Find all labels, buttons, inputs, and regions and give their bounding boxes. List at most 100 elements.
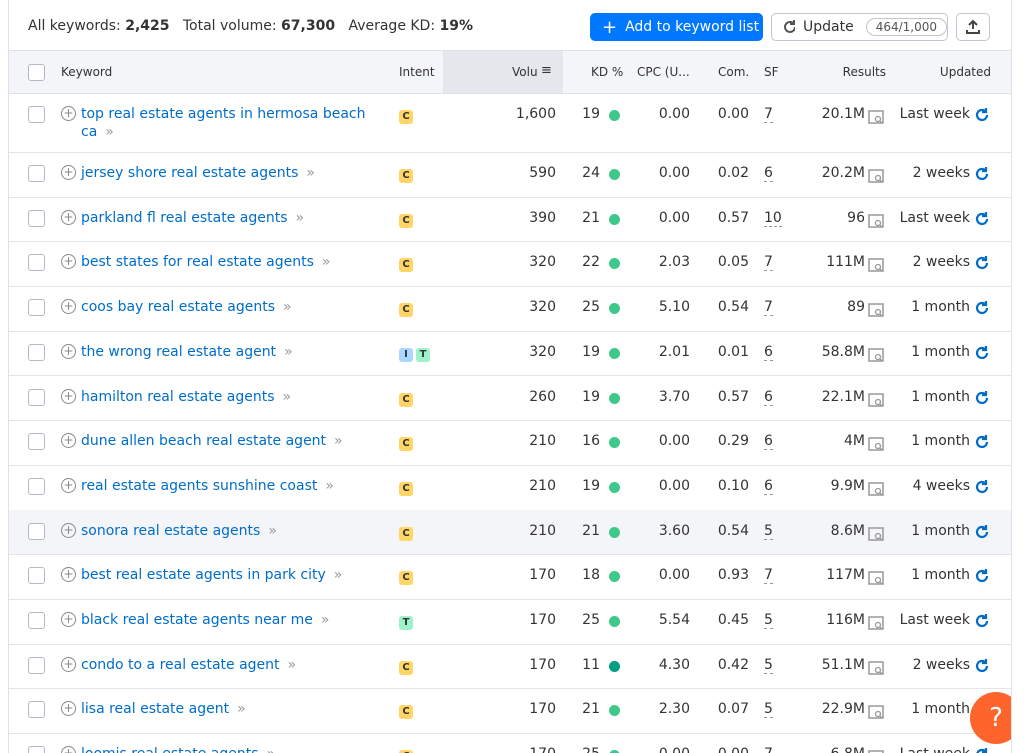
intent-badge: T <box>399 616 413 630</box>
refresh-icon[interactable] <box>974 255 990 275</box>
checkbox[interactable] <box>28 567 45 585</box>
keyword-link[interactable]: coos bay real estate agents <box>81 299 276 316</box>
keyword-link[interactable]: best states for real estate agents <box>81 254 314 271</box>
refresh-icon[interactable] <box>974 747 990 753</box>
checkbox[interactable] <box>28 165 45 182</box>
refresh-icon[interactable] <box>974 613 990 633</box>
column-header[interactable]: Com. <box>718 65 750 79</box>
checkbox[interactable] <box>28 746 45 753</box>
serp-icon[interactable] <box>868 704 885 723</box>
keyword-link[interactable]: loomis real estate agents <box>81 746 259 753</box>
column-header[interactable]: CPC (U... <box>637 65 690 79</box>
sf-count[interactable]: 7 <box>764 299 773 317</box>
refresh-icon[interactable] <box>974 107 990 127</box>
column-header[interactable]: Results <box>842 65 886 79</box>
kd: 24 <box>582 165 600 181</box>
column-header[interactable]: Updated <box>939 65 991 79</box>
export-button[interactable] <box>956 13 990 41</box>
serp-icon[interactable] <box>868 660 885 679</box>
add-icon: + <box>61 522 76 538</box>
checkbox[interactable] <box>28 106 45 123</box>
keyword-link[interactable]: sonora real estate agents <box>81 522 261 539</box>
refresh-icon[interactable] <box>974 524 990 544</box>
refresh-icon[interactable] <box>974 479 990 499</box>
sf-count[interactable]: 6 <box>764 477 773 495</box>
serp-icon[interactable] <box>868 481 885 500</box>
serp-icon[interactable] <box>868 526 885 545</box>
refresh-icon[interactable] <box>974 211 990 231</box>
keyword-link[interactable]: the wrong real estate agent <box>81 343 277 360</box>
sf-count[interactable]: 5 <box>764 701 773 719</box>
checkbox[interactable] <box>28 656 45 674</box>
intent-badge: C <box>399 258 413 273</box>
sf-count[interactable]: 6 <box>764 165 773 182</box>
keyword-link[interactable]: condo to a real estate agent <box>81 656 280 673</box>
results: 22.9M <box>821 701 865 718</box>
refresh-icon[interactable] <box>974 166 990 186</box>
keyword-link[interactable]: top real estate agents in hermosa beach … <box>81 106 366 140</box>
keyword-link[interactable]: jersey shore real estate agents <box>81 165 299 181</box>
checkbox[interactable] <box>28 433 45 451</box>
column-header[interactable]: Keyword <box>61 65 113 79</box>
column-header[interactable]: Intent <box>399 65 435 79</box>
serp-icon[interactable] <box>868 570 885 589</box>
checkbox[interactable] <box>28 299 45 317</box>
refresh-icon[interactable] <box>974 658 990 678</box>
column-header[interactable]: KD % <box>591 65 624 79</box>
keyword-row: + parkland fl real estate agents » C 390 21 0.… <box>9 197 1011 243</box>
serp-icon[interactable] <box>868 257 885 276</box>
update-button[interactable]: Update 464/1,000 <box>771 13 948 41</box>
keyword-link[interactable]: best real estate agents in park city <box>81 567 326 584</box>
checkbox[interactable] <box>28 522 45 540</box>
help-button[interactable]: ? <box>970 692 1011 744</box>
serp-icon[interactable] <box>868 749 885 753</box>
sf-count[interactable]: 10 <box>764 209 782 227</box>
add-button[interactable]: + Add to keyword list <box>590 13 763 41</box>
checkbox[interactable] <box>28 254 45 272</box>
keyword-link[interactable]: lisa real estate agent <box>81 701 230 718</box>
keyword-link[interactable]: real estate agents sunshine coast <box>81 477 318 494</box>
column-header[interactable]: Volu <box>512 65 538 79</box>
kd: 21 <box>582 522 600 539</box>
sf-count[interactable]: 7 <box>764 254 773 272</box>
sf-count[interactable]: 7 <box>764 106 773 123</box>
refresh-icon[interactable] <box>974 345 990 365</box>
refresh-icon[interactable] <box>974 300 990 320</box>
serp-icon[interactable] <box>868 168 885 187</box>
keyword-link[interactable]: black real estate agents near me <box>81 612 313 628</box>
serp-icon[interactable] <box>868 615 885 634</box>
sf-count[interactable]: 6 <box>764 343 773 361</box>
checkbox[interactable] <box>28 612 45 629</box>
serp-icon[interactable] <box>868 347 885 366</box>
keyword-link[interactable]: hamilton real estate agents <box>81 388 275 405</box>
sf-count[interactable]: 6 <box>764 388 773 406</box>
refresh-icon[interactable] <box>974 390 990 410</box>
competition: 0.29 <box>717 433 749 450</box>
volume: 210 <box>529 477 556 494</box>
sf-cell: 6 <box>764 477 773 495</box>
serp-icon[interactable] <box>868 436 885 455</box>
serp-icon[interactable] <box>868 302 885 321</box>
checkbox[interactable] <box>28 343 45 361</box>
keyword-link[interactable]: parkland fl real estate agents <box>81 209 288 226</box>
sf-count[interactable]: 5 <box>764 522 773 540</box>
checkbox[interactable] <box>28 477 45 495</box>
checkbox[interactable] <box>28 388 45 406</box>
sf-count[interactable]: 7 <box>764 746 773 753</box>
checkbox[interactable] <box>28 209 45 227</box>
sf-count[interactable]: 7 <box>764 567 773 585</box>
serp-icon[interactable] <box>868 109 885 128</box>
sf-count[interactable]: 6 <box>764 433 773 451</box>
serp-icon[interactable] <box>868 392 885 411</box>
checkbox[interactable] <box>28 64 45 81</box>
competition: 0.54 <box>717 522 749 539</box>
keyword-link[interactable]: dune allen beach real estate agent <box>81 433 327 450</box>
column-header[interactable]: SF <box>764 65 779 79</box>
sf-count[interactable]: 5 <box>764 656 773 674</box>
sf-count[interactable]: 5 <box>764 612 773 629</box>
refresh-icon[interactable] <box>974 434 990 454</box>
checkbox[interactable] <box>28 701 45 719</box>
refresh-icon[interactable] <box>974 568 990 588</box>
serp-icon[interactable] <box>868 213 885 232</box>
add-icon: + <box>61 701 76 717</box>
